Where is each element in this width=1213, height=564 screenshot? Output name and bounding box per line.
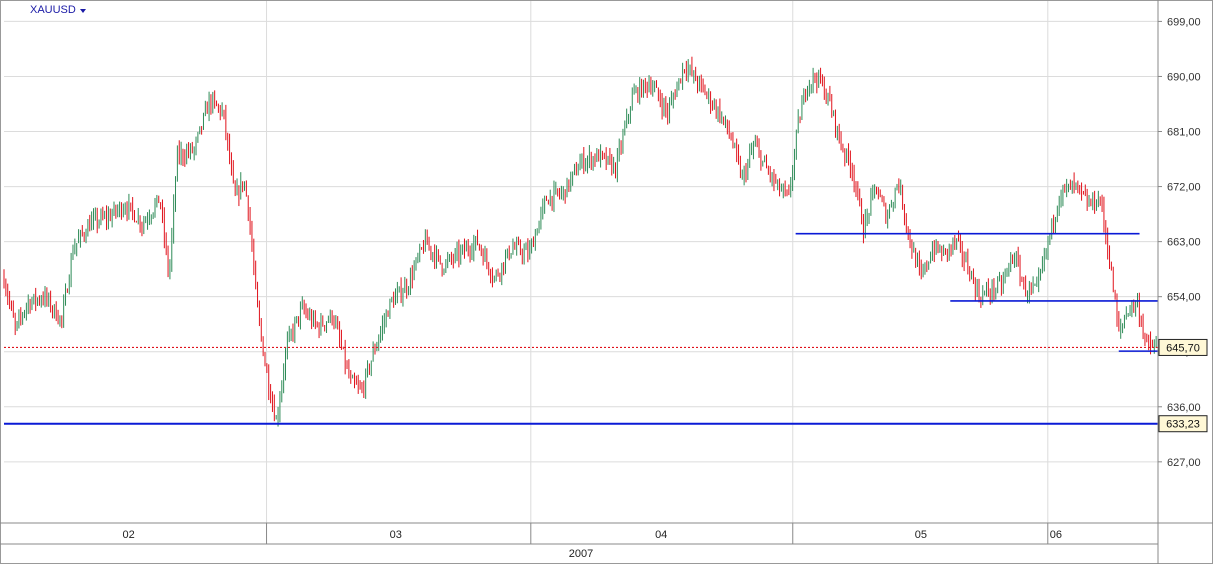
chevron-down-icon (79, 8, 86, 13)
x-year-label: 2007 (569, 548, 593, 560)
y-tick-label: 690,00 (1167, 71, 1201, 83)
x-month-label: 06 (1050, 529, 1062, 541)
x-month-label: 03 (390, 529, 402, 541)
y-tick-label: 672,00 (1167, 182, 1201, 194)
y-tick-label: 681,00 (1167, 127, 1201, 139)
grid (4, 0, 1158, 523)
candles (3, 56, 1159, 427)
x-month-label: 02 (123, 529, 135, 541)
y-tick-label: 699,00 (1167, 16, 1201, 28)
y-tick-label: 636,00 (1167, 402, 1201, 414)
horizontal-lines[interactable] (4, 232, 1158, 425)
last-price-badge-box (1158, 338, 1208, 356)
symbol-selector[interactable]: XAUUSD (30, 4, 86, 16)
price-badges: 645,70 633,23 (1158, 338, 1208, 433)
support-price-badge: 633,23 (1166, 419, 1200, 431)
support-price-badge-box (1158, 415, 1208, 433)
last-price-badge: 645,70 (1166, 342, 1200, 354)
x-month-label: 05 (915, 529, 927, 541)
y-tick-label: 654,00 (1167, 292, 1201, 304)
x-month-label: 04 (655, 529, 667, 541)
y-tick-label: 627,00 (1167, 457, 1201, 469)
y-tick-label: 663,00 (1167, 237, 1201, 249)
symbol-label: XAUUSD (30, 4, 76, 16)
